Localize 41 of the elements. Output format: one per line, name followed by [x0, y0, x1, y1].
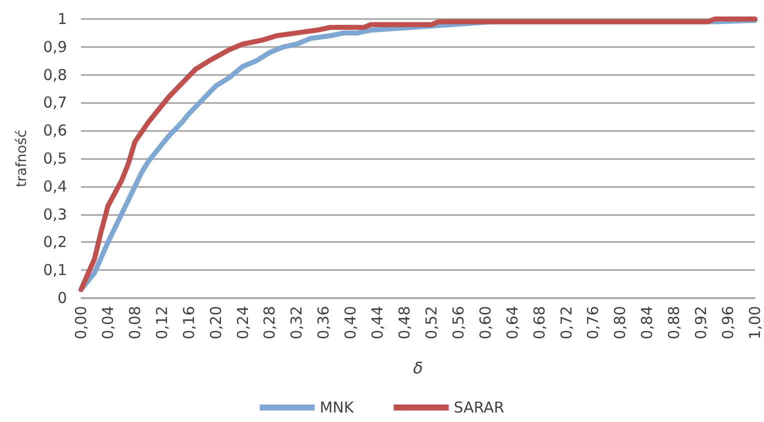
x-tick-label: 0,16 — [180, 306, 198, 340]
x-tick-label: 0,44 — [368, 306, 387, 340]
y-tick-label: 1 — [57, 10, 67, 28]
x-axis-title: δ — [413, 358, 424, 378]
x-tick-label: 0,20 — [206, 306, 225, 340]
y-tick-label: 0,2 — [43, 233, 67, 252]
x-tick-label: 0,60 — [476, 306, 494, 340]
x-tick-label: 0,88 — [665, 306, 684, 340]
y-tick-label: 0,1 — [43, 261, 67, 280]
x-tick-label: 0,28 — [260, 306, 279, 340]
x-tick-label: 0,56 — [449, 306, 468, 340]
x-tick-label: 0,80 — [611, 306, 630, 340]
y-tick-label: 0,8 — [43, 66, 67, 84]
x-tick-label: 0,84 — [638, 306, 656, 340]
x-tick-label: 0,64 — [503, 306, 522, 340]
legend-label: MNK — [320, 398, 355, 416]
x-tick-label: 0,76 — [584, 306, 602, 340]
y-tick-label: 0,5 — [43, 150, 67, 168]
y-tick-label: 0,4 — [43, 177, 67, 196]
legend-label: SARAR — [454, 398, 504, 416]
x-tick-label: 0,52 — [422, 306, 440, 340]
y-axis-title: trafność — [14, 130, 30, 188]
x-tick-label: 0,32 — [288, 306, 306, 340]
x-tick-label: 0,08 — [126, 306, 144, 340]
x-tick-label: 1,00 — [746, 306, 764, 340]
x-tick-label: 0,00 — [72, 306, 90, 340]
x-tick-label: 0,04 — [98, 306, 117, 340]
x-tick-label: 0,72 — [557, 306, 576, 340]
x-tick-label: 0,36 — [314, 306, 333, 340]
y-tick-label: 0,3 — [43, 205, 67, 224]
x-tick-label: 0,68 — [530, 306, 548, 340]
x-tick-label: 0,92 — [692, 306, 710, 340]
x-tick-label: 0,24 — [234, 306, 252, 340]
x-tick-label: 0,12 — [152, 306, 171, 340]
x-tick-label: 0,40 — [342, 306, 360, 340]
x-tick-label: 0,48 — [396, 306, 414, 340]
y-tick-label: 0,9 — [43, 38, 67, 56]
x-tick-label: 0,96 — [719, 306, 738, 340]
y-tick-label: 0,7 — [43, 94, 67, 112]
y-tick-label: 0,6 — [43, 122, 67, 140]
y-tick-label: 0 — [57, 289, 67, 307]
